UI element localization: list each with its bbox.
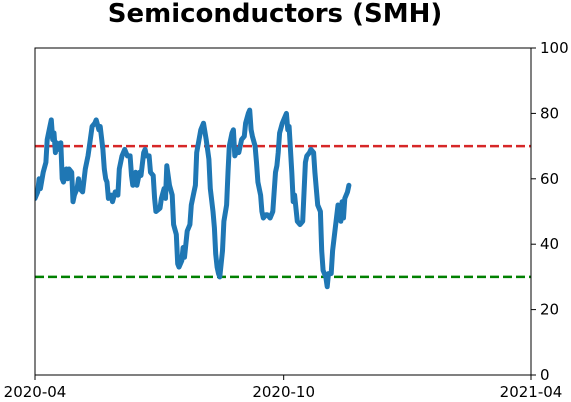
- x-tick-label: 2020-10: [252, 383, 315, 401]
- series-layer: [35, 107, 352, 290]
- plot-frame: [34, 47, 532, 376]
- reference-lines: [35, 144, 531, 279]
- x-axis: 2020-04 2020-10 2021-04: [4, 375, 563, 401]
- x-tick-label: 2020-04: [4, 383, 67, 401]
- series-line-0: [35, 107, 352, 290]
- y-tick-label: 20: [540, 301, 559, 319]
- chart-title: Semiconductors (SMH): [108, 0, 442, 29]
- y-tick-label: 100: [540, 39, 569, 57]
- y-tick-label: 40: [540, 235, 559, 253]
- y-tick-label: 0: [540, 366, 550, 384]
- x-tick-label: 2021-04: [500, 383, 563, 401]
- y-tick-label: 80: [540, 104, 559, 122]
- y-axis: 0 20 40 60 80 100: [531, 39, 569, 384]
- y-tick-label: 60: [540, 170, 559, 188]
